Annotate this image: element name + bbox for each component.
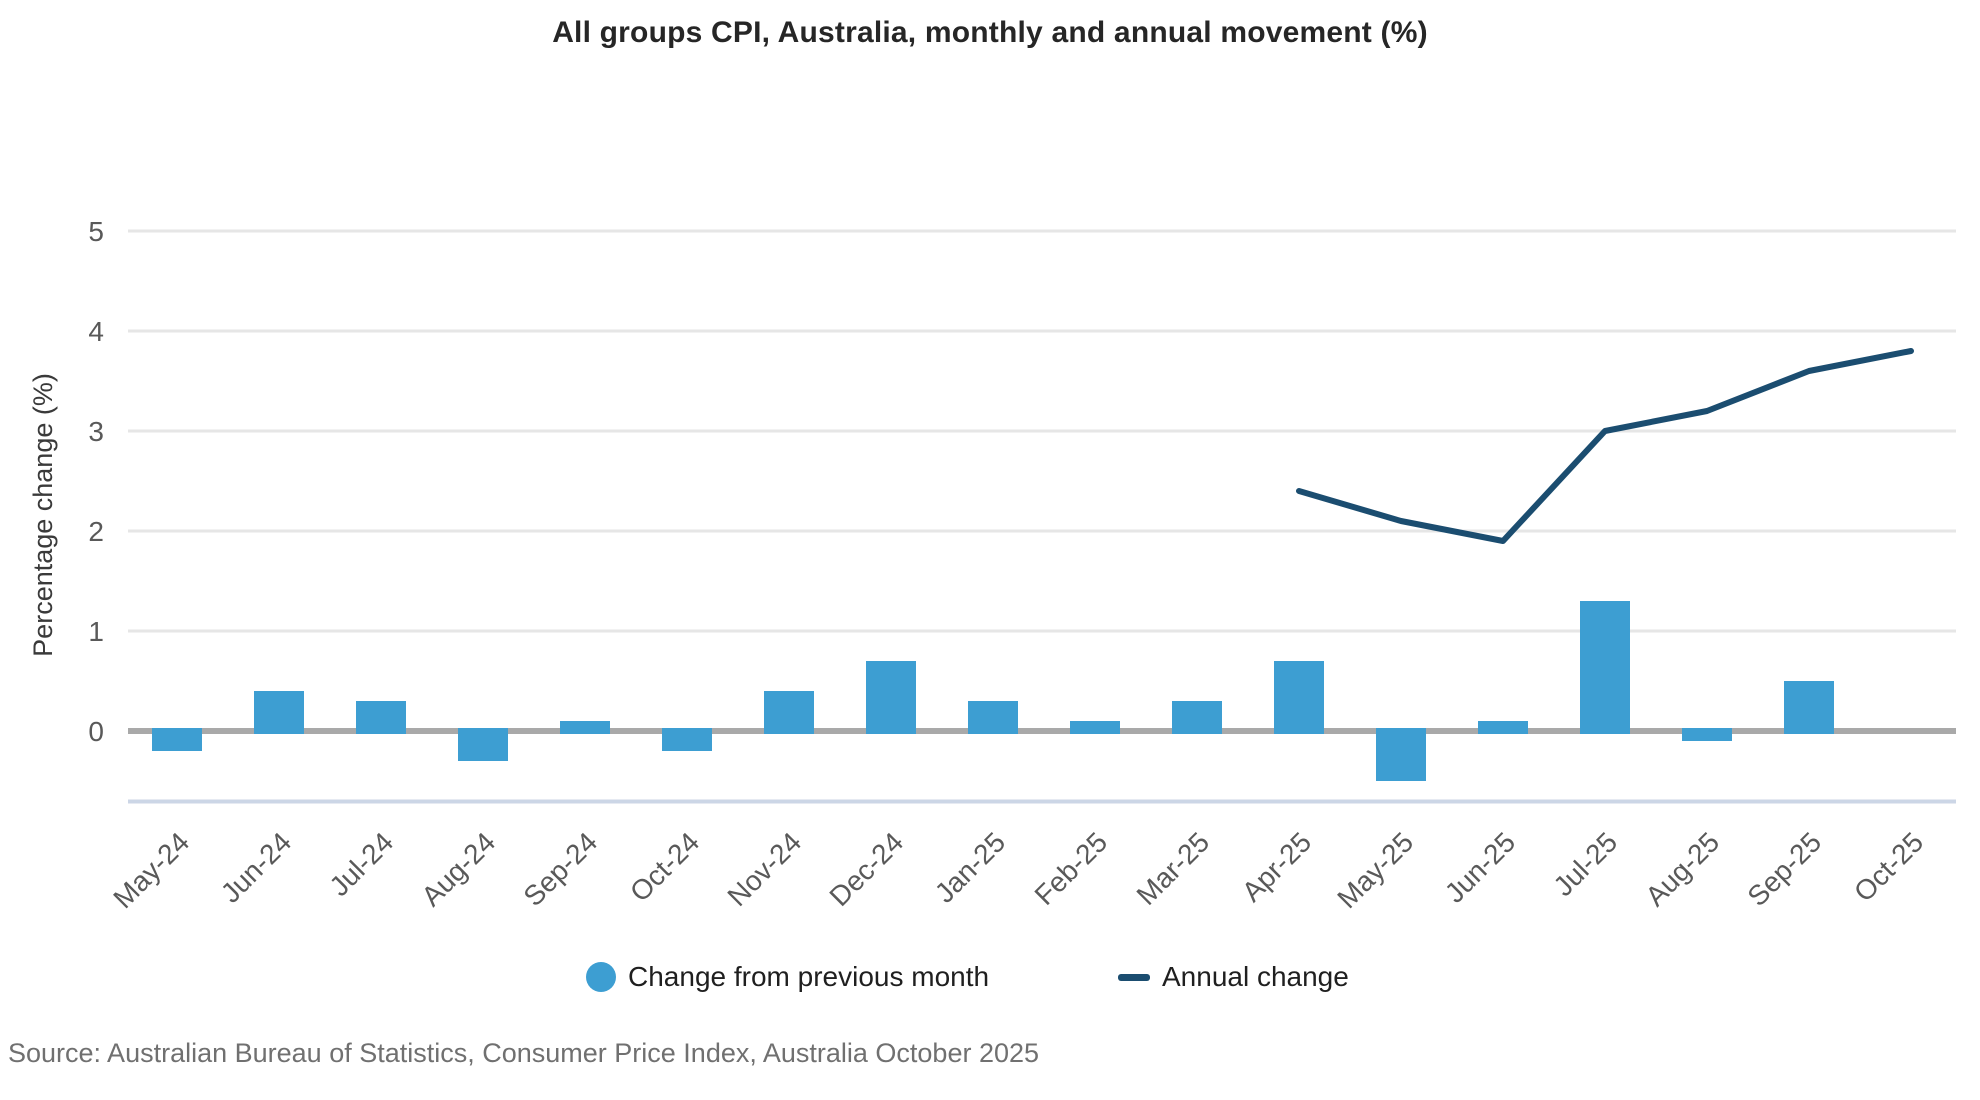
bar-Jul-24 — [356, 701, 406, 734]
bar-Jan-25 — [968, 701, 1018, 734]
y-axis-title: Percentage change (%) — [28, 373, 58, 657]
x-label-Apr-25: Apr-25 — [1236, 826, 1317, 907]
x-label-Sep-24: Sep-24 — [517, 826, 603, 912]
bar-Sep-24 — [560, 721, 610, 734]
x-label-Nov-24: Nov-24 — [721, 826, 807, 912]
x-label-Oct-25: Oct-25 — [1848, 826, 1929, 907]
x-label-Oct-24: Oct-24 — [624, 826, 705, 907]
x-label-May-24: May-24 — [107, 826, 195, 914]
x-label-Dec-24: Dec-24 — [823, 826, 909, 912]
x-label-May-25: May-25 — [1331, 826, 1419, 914]
circle-icon — [586, 962, 616, 992]
x-label-Jul-24: Jul-24 — [323, 826, 399, 902]
y-tick-label-3: 3 — [88, 416, 104, 447]
bar-Apr-25 — [1274, 661, 1324, 734]
line-icon — [1118, 973, 1150, 981]
bar-Mar-25 — [1172, 701, 1222, 734]
x-label-Feb-25: Feb-25 — [1029, 826, 1114, 911]
bar-Aug-25 — [1682, 728, 1732, 741]
legend-item-annual-change: Annual change — [1118, 952, 1349, 1002]
y-tick-label-4: 4 — [88, 316, 104, 347]
bar-Oct-24 — [662, 728, 712, 751]
bar-May-25 — [1376, 728, 1426, 781]
bar-Aug-24 — [458, 728, 508, 761]
bar-Nov-24 — [764, 691, 814, 734]
x-label-Jun-25: Jun-25 — [1439, 826, 1521, 908]
x-label-Jun-24: Jun-24 — [215, 826, 297, 908]
bar-May-24 — [152, 728, 202, 751]
bar-Dec-24 — [866, 661, 916, 734]
y-tick-label-1: 1 — [88, 616, 104, 647]
y-tick-label-0: 0 — [88, 716, 104, 747]
legend-item-monthly-change: Change from previous month — [586, 952, 989, 1002]
y-tick-label-5: 5 — [88, 216, 104, 247]
bar-Jul-25 — [1580, 601, 1630, 734]
legend-label-annual-change: Annual change — [1162, 961, 1349, 992]
x-label-Mar-25: Mar-25 — [1131, 826, 1216, 911]
x-label-Jan-25: Jan-25 — [929, 826, 1011, 908]
annual-change-line — [1296, 348, 1914, 544]
bar-Jun-24 — [254, 691, 304, 734]
x-label-Aug-25: Aug-25 — [1639, 826, 1725, 912]
bar-Jun-25 — [1478, 721, 1528, 734]
chart-title: All groups CPI, Australia, monthly and a… — [552, 16, 1428, 49]
legend-label-monthly-change: Change from previous month — [628, 961, 990, 992]
chart-legend: Change from previous month Annual change — [0, 952, 1980, 1002]
bar-Sep-25 — [1784, 681, 1834, 734]
y-tick-label-2: 2 — [88, 516, 104, 547]
x-label-Sep-25: Sep-25 — [1741, 826, 1827, 912]
source-note: Source: Australian Bureau of Statistics,… — [8, 1038, 1040, 1068]
x-label-Aug-24: Aug-24 — [415, 826, 501, 912]
bar-Feb-25 — [1070, 721, 1120, 734]
x-label-Jul-25: Jul-25 — [1547, 826, 1623, 902]
